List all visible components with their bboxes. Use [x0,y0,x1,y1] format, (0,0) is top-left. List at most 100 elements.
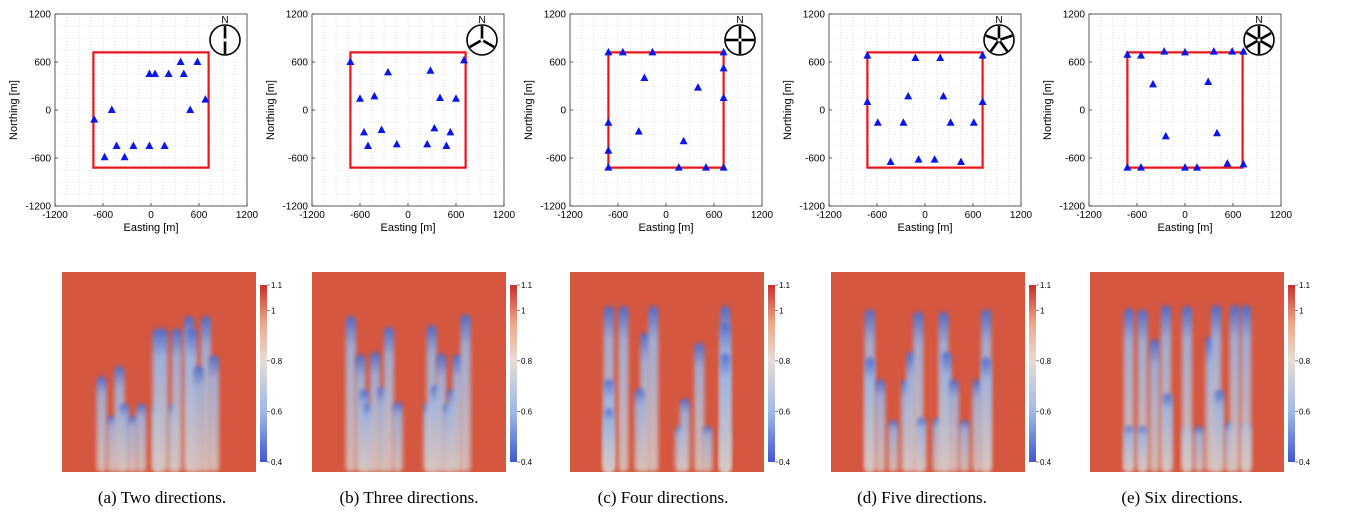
x-axis-label: Easting [m] [123,222,178,234]
turbine-wake [127,415,138,472]
y-tick-label: 0 [45,106,51,117]
turbine-wake [618,306,629,472]
turbine-marker [904,91,913,100]
turbine-marker [604,146,613,154]
y-tick-label: 0 [1079,106,1085,117]
x-tick-label: -1200 [42,210,68,221]
y-axis-label: Northing [m] [265,80,277,140]
turbine-marker [370,91,379,100]
turbine-wake [720,353,731,472]
compass-hub [223,38,227,42]
turbine-marker [1239,47,1248,55]
colorbar-tick-label: 0.6 [1299,407,1311,416]
y-axis-label: Northing [m] [782,80,794,140]
turbine-wake [648,306,659,472]
turbine-wake [1214,390,1225,472]
turbine-marker [719,63,728,72]
turbine-marker [978,97,987,105]
colorbar-tick-label: 0.4 [271,458,283,467]
turbine-marker [356,94,364,102]
y-tick-label: 1200 [544,10,567,21]
turbine-marker [160,141,169,149]
turbine-marker [1137,163,1145,171]
colorbar-tick-label: 0.6 [521,407,533,416]
compass-hub [1257,38,1261,42]
turbine-marker [145,141,154,149]
y-tick-label: -1200 [540,202,566,213]
turbine-wake [1149,339,1160,472]
turbine-marker [634,127,643,135]
turbine-wake [452,354,463,472]
x-tick-label: -1200 [1076,210,1102,221]
turbine-marker [1160,47,1169,55]
turbine-wake [152,328,163,472]
colorbar-tick-label: 0.8 [521,357,533,366]
turbine-wake [345,316,356,472]
heatmap-background [570,272,764,472]
colorbar-tick-label: 1.1 [1299,281,1311,290]
y-tick-label: 1200 [803,10,826,21]
turbine-wake [1241,305,1252,472]
y-tick-label: -600 [288,154,308,165]
y-tick-label: 0 [302,106,308,117]
colorbar-tick-label: 0.6 [271,407,283,416]
turbine-marker [1228,47,1237,55]
site-boundary [92,51,210,169]
colorbar-tick-label: 0.4 [779,458,791,467]
turbine-marker [930,155,939,163]
turbine-marker [719,163,728,171]
colorbar-tick-label: 0.4 [521,458,533,467]
y-tick-label: -1200 [25,202,51,213]
wind-direction-spoke [1258,31,1272,42]
heatmap-background [831,272,1025,472]
x-tick-label: 0 [663,210,669,221]
panel-d: -1200 -600 0 600 1200 1200 600 0 -600 -1200 Eastin… [782,10,1052,472]
compass-north-label: N [1255,15,1262,26]
x-tick-label: 1200 [1270,210,1293,221]
turbine-marker [640,73,649,81]
y-tick-label: -600 [805,154,825,165]
turbine-marker [460,55,468,64]
turbine-wake [702,426,713,472]
turbine-marker [936,53,945,61]
compass-north-label: N [221,15,228,26]
turbine-marker [360,127,368,136]
wind-direction-spoke [985,34,1000,42]
y-tick-label: -1200 [1059,202,1085,213]
heatmap-b: 1.1 1 0.8 0.6 0.4 [312,272,533,472]
turbine-marker [90,115,99,123]
turbine-wake [959,420,970,472]
turbine-marker [164,69,173,77]
turbine-marker [430,123,439,132]
turbine-marker [364,141,372,149]
turbine-marker [423,139,432,148]
turbine-wake [694,342,705,472]
y-tick-label: -600 [1065,154,1085,165]
x-axis-label: Easting [m] [1157,222,1212,234]
site-boundary [349,51,467,169]
turbine-marker [201,95,210,103]
turbine-marker [120,152,129,161]
colorbar-tick-label: 1 [1040,306,1045,315]
turbine-marker [112,141,121,149]
turbine-marker [719,47,728,56]
x-axis-label: Easting [m] [897,222,952,234]
y-tick-label: 1200 [286,10,309,21]
caption-d: (d) Five directions. [857,488,987,507]
turbine-marker [648,47,657,56]
caption-c: (c) Four directions. [597,488,729,507]
colorbar [1288,285,1295,462]
compass-icon: N [724,15,756,56]
turbine-wake [888,420,899,472]
wind-direction-spoke [1246,31,1260,42]
compass-north-label: N [736,15,743,26]
turbine-marker [426,66,435,74]
turbine-marker [436,93,444,101]
y-tick-label: -1200 [799,202,825,213]
turbine-marker [179,69,188,77]
turbine-marker [674,163,683,171]
turbine-marker [1193,163,1201,171]
x-tick-label: -600 [1127,210,1147,221]
turbine-marker [1149,79,1157,88]
turbine-wake [136,403,147,472]
